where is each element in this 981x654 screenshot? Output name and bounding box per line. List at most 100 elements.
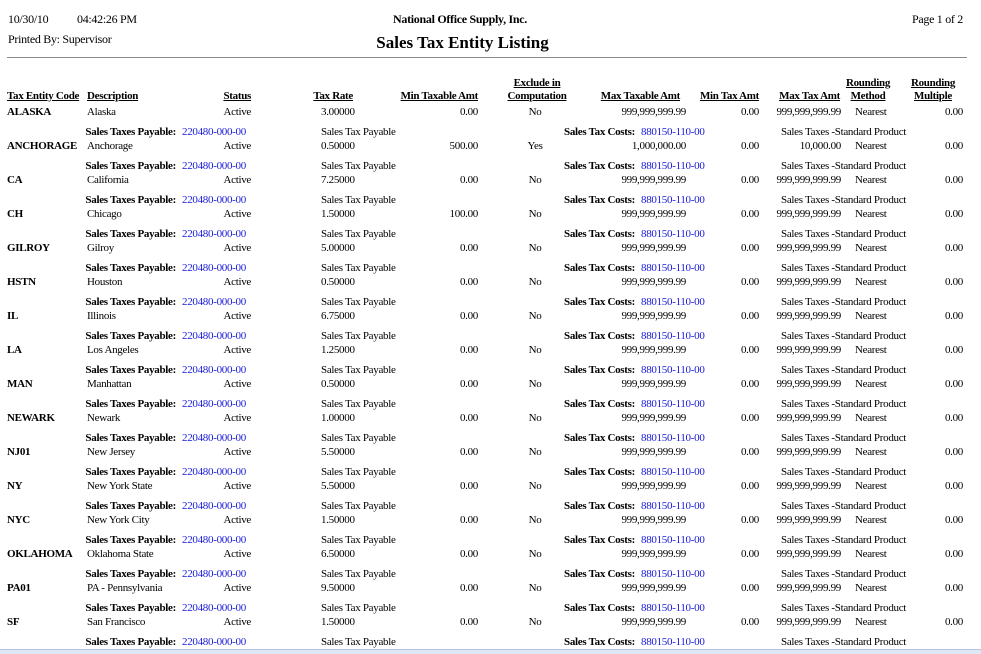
entity-exclude: Yes [527, 140, 543, 152]
payable-account-link[interactable]: 220480-000-00 [182, 194, 246, 206]
entity-max-tax: 999,999,999.99 [776, 276, 841, 288]
payable-account-link[interactable]: 220480-000-00 [182, 330, 246, 342]
costs-description: Sales Taxes -Standard Product [781, 500, 907, 512]
entity-description: Chicago [87, 208, 122, 220]
entity-max-taxable: 999,999,999.99 [621, 310, 686, 322]
entity-rounding-multiple: 0.00 [944, 106, 963, 118]
payable-account-link[interactable]: 220480-000-00 [182, 398, 246, 410]
costs-label: Sales Tax Costs: [564, 500, 635, 512]
payable-description: Sales Tax Payable [321, 330, 396, 342]
costs-account-link[interactable]: 880150-110-00 [641, 568, 705, 580]
horizontal-scrollbar[interactable] [0, 649, 981, 654]
col-description: Description [87, 90, 139, 102]
entity-rounding-method: Nearest [855, 480, 887, 492]
costs-description: Sales Taxes -Standard Product [781, 568, 907, 580]
entity-min-taxable: 0.00 [459, 378, 478, 390]
costs-account-link[interactable]: 880150-110-00 [641, 432, 705, 444]
entity-min-taxable: 100.00 [449, 208, 479, 220]
entity-exclude: No [528, 378, 542, 390]
entity-description: New Jersey [87, 446, 136, 458]
payable-account-link[interactable]: 220480-000-00 [182, 126, 246, 138]
payable-account-link[interactable]: 220480-000-00 [182, 432, 246, 444]
payable-account-link[interactable]: 220480-000-00 [182, 160, 246, 172]
costs-description: Sales Taxes -Standard Product [781, 330, 907, 342]
payable-label: Sales Taxes Payable: [85, 500, 176, 512]
entity-rounding-method: Nearest [855, 378, 887, 390]
payable-account-link[interactable]: 220480-000-00 [182, 636, 246, 648]
payable-account-link[interactable]: 220480-000-00 [182, 534, 246, 546]
payable-account-link[interactable]: 220480-000-00 [182, 262, 246, 274]
costs-account-link[interactable]: 880150-110-00 [641, 194, 705, 206]
payable-account-link[interactable]: 220480-000-00 [182, 602, 246, 614]
entity-tax-rate: 0.50000 [321, 140, 355, 152]
entity-tax-rate: 6.75000 [321, 310, 355, 322]
costs-account-link[interactable]: 880150-110-00 [641, 296, 705, 308]
entity-tax-rate: 5.00000 [321, 242, 355, 254]
costs-label: Sales Tax Costs: [564, 228, 635, 240]
payable-label: Sales Taxes Payable: [85, 330, 176, 342]
costs-account-link[interactable]: 880150-110-00 [641, 534, 705, 546]
entity-code: NY [7, 480, 23, 492]
entity-description: Illinois [87, 310, 116, 322]
entity-min-tax: 0.00 [740, 276, 759, 288]
entity-tax-rate: 0.50000 [321, 378, 355, 390]
costs-description: Sales Taxes -Standard Product [781, 602, 907, 614]
entity-rounding-multiple: 0.00 [944, 276, 963, 288]
entity-status: Active [223, 174, 251, 186]
payable-label: Sales Taxes Payable: [85, 568, 176, 580]
costs-account-link[interactable]: 880150-110-00 [641, 262, 705, 274]
entity-min-taxable: 500.00 [449, 140, 479, 152]
costs-label: Sales Tax Costs: [564, 466, 635, 478]
entity-max-tax: 999,999,999.99 [776, 208, 841, 220]
entity-max-taxable: 999,999,999.99 [621, 412, 686, 424]
costs-description: Sales Taxes -Standard Product [781, 534, 907, 546]
costs-description: Sales Taxes -Standard Product [781, 160, 907, 172]
payable-account-link[interactable]: 220480-000-00 [182, 364, 246, 376]
costs-account-link[interactable]: 880150-110-00 [641, 126, 705, 138]
entity-min-tax: 0.00 [740, 582, 759, 594]
payable-account-link[interactable]: 220480-000-00 [182, 296, 246, 308]
col-code: Tax Entity Code [7, 90, 80, 102]
entity-min-tax: 0.00 [740, 174, 759, 186]
entity-min-tax: 0.00 [740, 548, 759, 560]
entity-tax-rate: 1.50000 [321, 616, 355, 628]
entity-rounding-method: Nearest [855, 514, 887, 526]
costs-label: Sales Tax Costs: [564, 194, 635, 206]
entity-min-taxable: 0.00 [459, 276, 478, 288]
entity-exclude: No [528, 106, 542, 118]
entity-max-tax: 999,999,999.99 [776, 106, 841, 118]
costs-account-link[interactable]: 880150-110-00 [641, 160, 705, 172]
entity-rounding-method: Nearest [855, 106, 887, 118]
entity-code: NEWARK [7, 412, 55, 424]
costs-account-link[interactable]: 880150-110-00 [641, 466, 705, 478]
payable-account-link[interactable]: 220480-000-00 [182, 568, 246, 580]
payable-description: Sales Tax Payable [321, 500, 396, 512]
entity-max-tax: 10,000.00 [799, 140, 842, 152]
entity-min-taxable: 0.00 [459, 548, 478, 560]
entity-max-tax: 999,999,999.99 [776, 378, 841, 390]
costs-description: Sales Taxes -Standard Product [781, 296, 907, 308]
costs-account-link[interactable]: 880150-110-00 [641, 398, 705, 410]
payable-label: Sales Taxes Payable: [85, 432, 176, 444]
entity-description: PA - Pennsylvania [87, 582, 163, 594]
costs-account-link[interactable]: 880150-110-00 [641, 228, 705, 240]
entity-max-tax: 999,999,999.99 [776, 548, 841, 560]
entity-min-taxable: 0.00 [459, 412, 478, 424]
entity-code: PA01 [7, 582, 31, 594]
entity-tax-rate: 1.00000 [321, 412, 355, 424]
costs-account-link[interactable]: 880150-110-00 [641, 500, 705, 512]
costs-description: Sales Taxes -Standard Product [781, 466, 907, 478]
costs-account-link[interactable]: 880150-110-00 [641, 602, 705, 614]
col-multiple-line1: Rounding [910, 77, 956, 89]
costs-account-link[interactable]: 880150-110-00 [641, 330, 705, 342]
entity-min-taxable: 0.00 [459, 616, 478, 628]
col-max-tax: Max Tax Amt [779, 90, 840, 102]
payable-account-link[interactable]: 220480-000-00 [182, 228, 246, 240]
col-min-taxable: Min Taxable Amt [400, 90, 479, 102]
costs-account-link[interactable]: 880150-110-00 [641, 364, 705, 376]
entity-max-taxable: 999,999,999.99 [621, 208, 686, 220]
payable-account-link[interactable]: 220480-000-00 [182, 466, 246, 478]
entity-min-tax: 0.00 [740, 412, 759, 424]
payable-account-link[interactable]: 220480-000-00 [182, 500, 246, 512]
costs-account-link[interactable]: 880150-110-00 [641, 636, 705, 648]
